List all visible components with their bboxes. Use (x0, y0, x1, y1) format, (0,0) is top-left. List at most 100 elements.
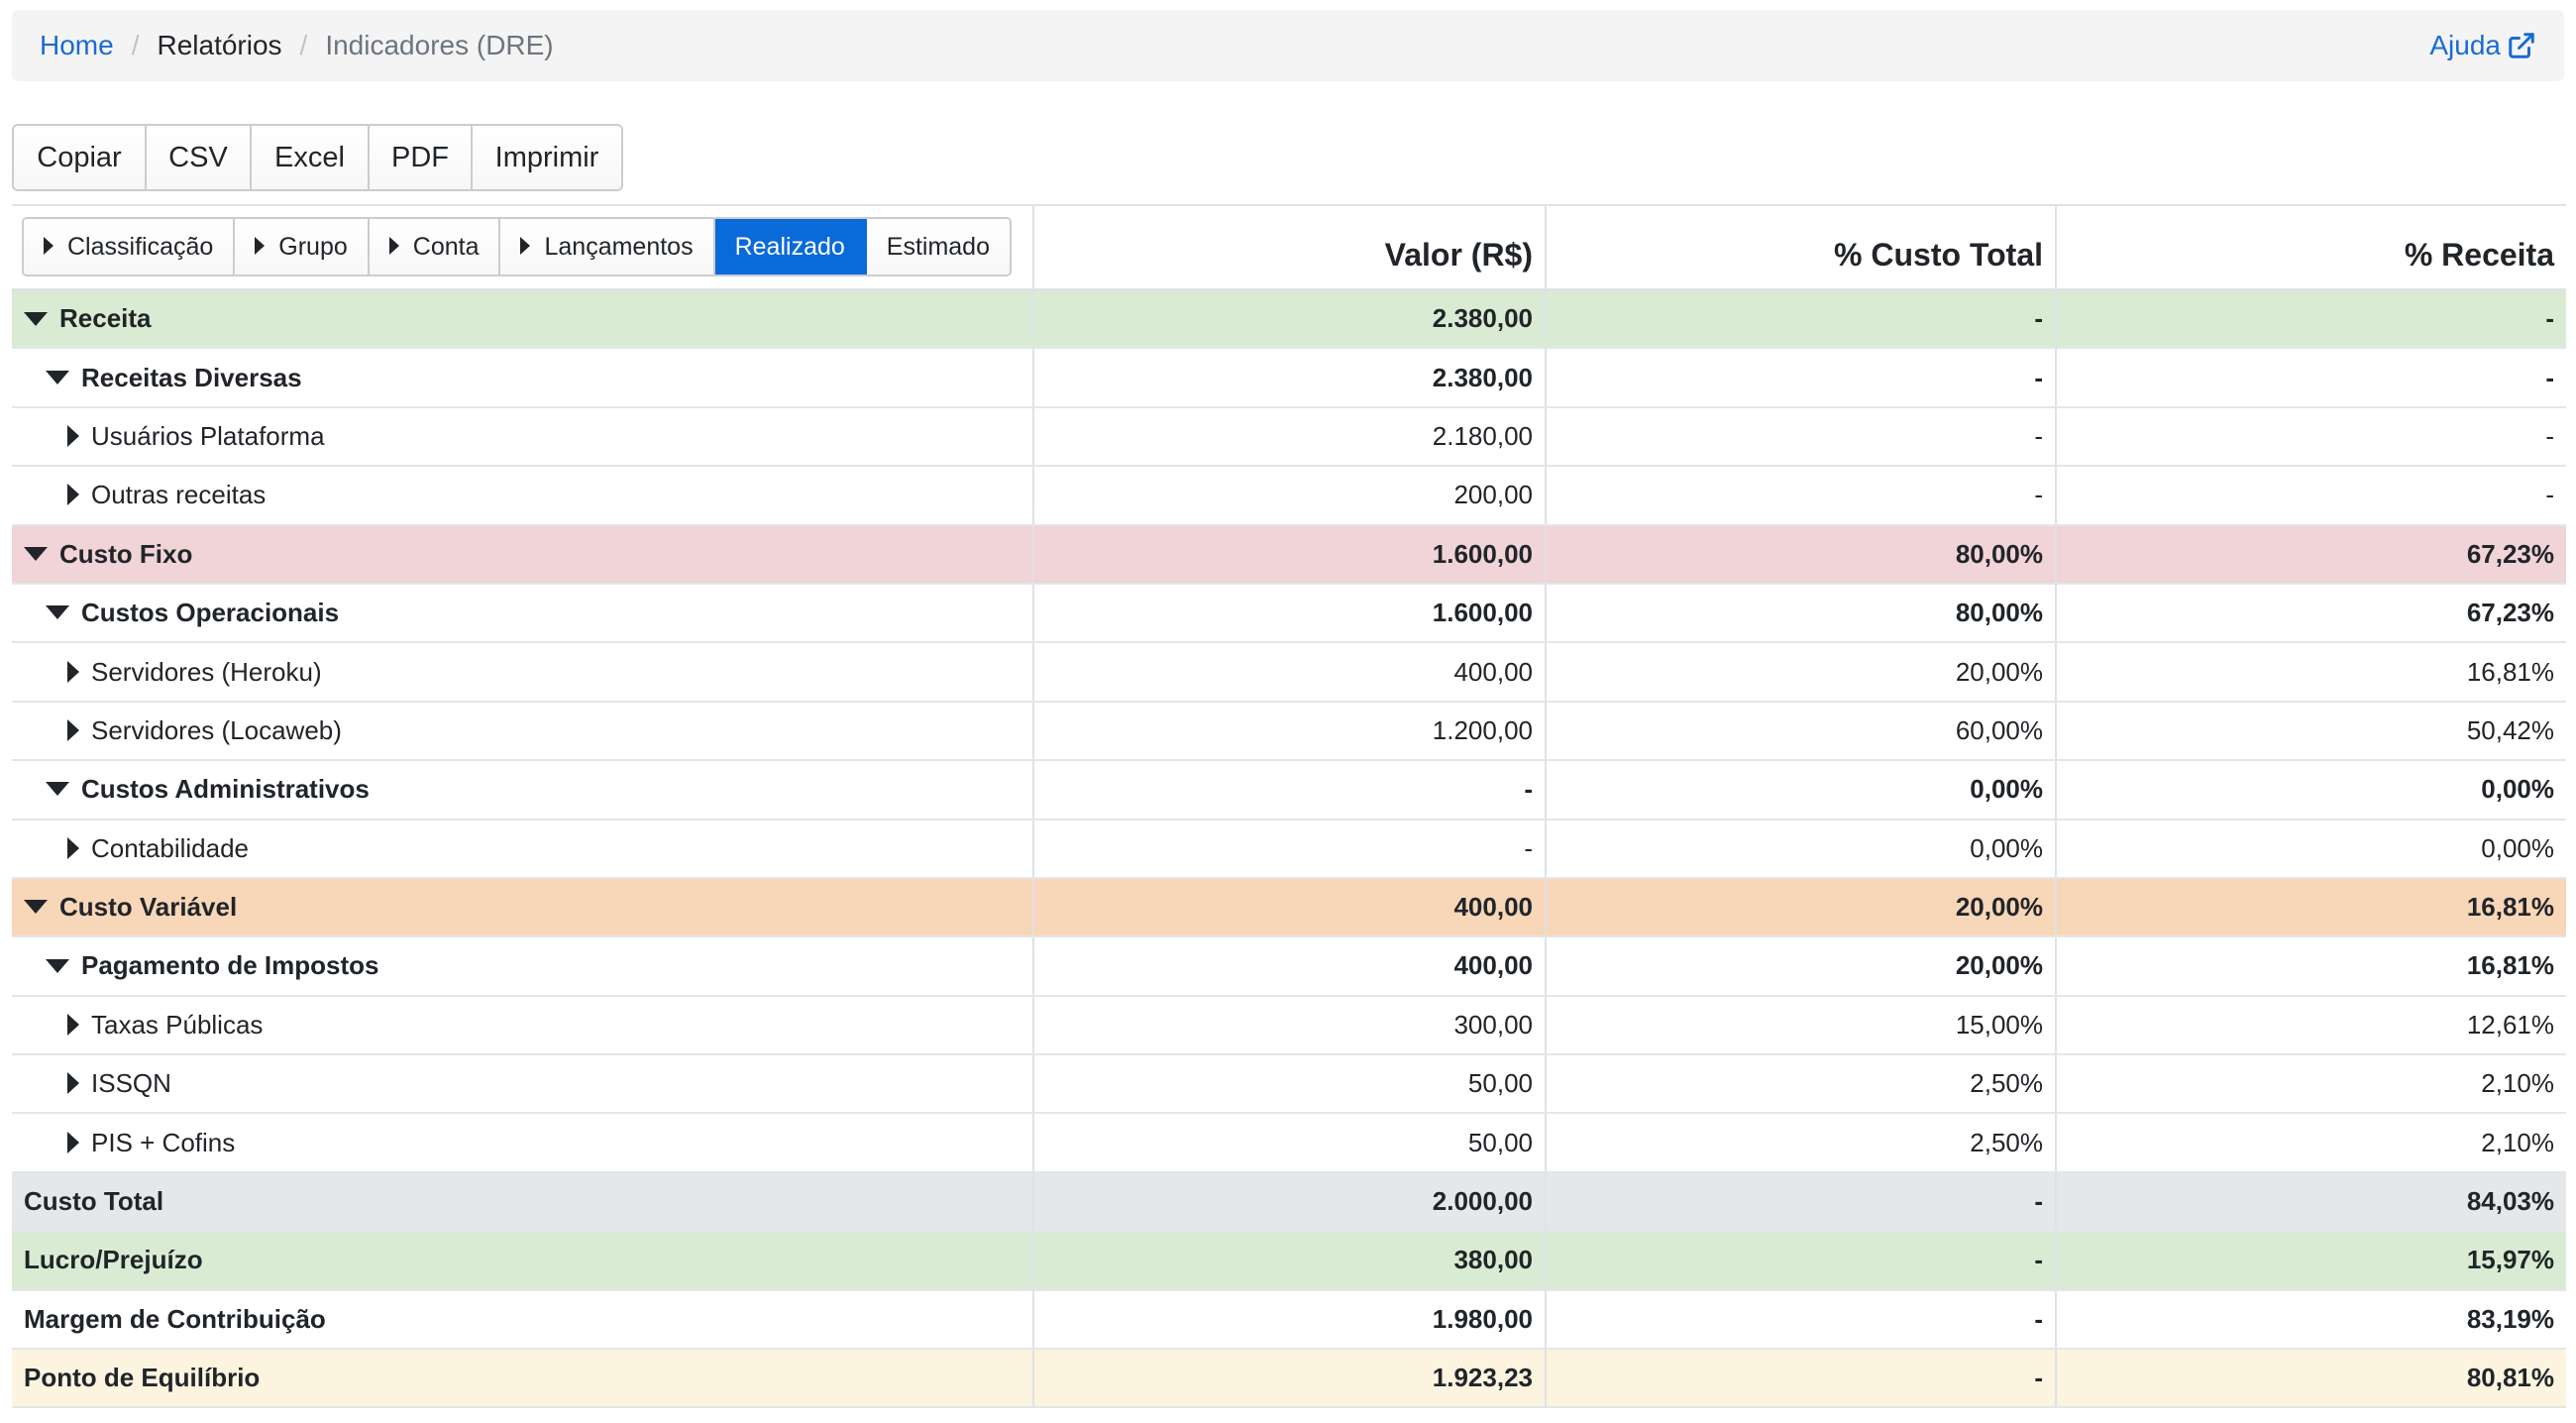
header-valor[interactable]: Valor (R$) (1033, 206, 1547, 291)
caret-right-icon[interactable] (67, 484, 79, 506)
print-button[interactable]: Imprimir (473, 126, 621, 189)
cell-custo-total: 20,00% (1546, 642, 2057, 703)
caret-down-icon[interactable] (24, 311, 48, 326)
cell-custo-total: - (1546, 289, 2057, 350)
external-link-icon (2509, 33, 2534, 58)
cell-custo-total: 2,50% (1546, 1054, 2057, 1115)
level-button-grupo[interactable]: Grupo (235, 219, 370, 275)
cell-valor: 50,00 (1033, 1054, 1547, 1115)
table-body: Receita 2.380,00- - Receitas Diversas 2.380,… (12, 289, 2566, 1409)
row-label: ISSQN (91, 1068, 171, 1099)
cell-valor: 400,00 (1033, 877, 1547, 938)
caret-down-icon[interactable] (24, 900, 48, 915)
row-label: Lucro/Prejuízo (24, 1245, 203, 1275)
table-row[interactable]: Custos Administrativos -0,00% 0,00% (12, 760, 2566, 821)
row-label-cell[interactable]: Custo Fixo (12, 524, 1034, 585)
cell-custo-total: - (1546, 466, 2057, 526)
row-label-cell[interactable]: Servidores (Heroku) (12, 642, 1034, 703)
row-label: Usuários Plataforma (91, 420, 325, 451)
caret-right-icon[interactable] (67, 660, 79, 683)
table-row[interactable]: Pagamento de Impostos 400,00 20,00% 16,81% (12, 936, 2566, 997)
table-row[interactable]: Receita 2.380,00- - (12, 289, 2566, 350)
excel-button[interactable]: Excel (252, 126, 370, 189)
cell-receita: 50,42% (2056, 701, 2566, 762)
row-label-cell[interactable]: Receitas Diversas (12, 348, 1034, 408)
row-label-cell[interactable]: Custo Variável (12, 877, 1034, 938)
level-button-realizado[interactable]: Realizado (714, 219, 867, 275)
csv-button[interactable]: CSV (147, 126, 252, 189)
caret-right-icon[interactable] (67, 1131, 79, 1153)
table-row[interactable]: Custo Fixo 1.600,00 80,00% 67,23% (12, 524, 2566, 585)
export-button-group: Copiar CSV Excel PDF Imprimir (12, 124, 623, 191)
row-label-cell[interactable]: Contabilidade (12, 819, 1034, 879)
table-row[interactable]: ISSQN 50,00 2,50% 2,10% (12, 1054, 2566, 1115)
cell-receita: 84,03% (2056, 1171, 2566, 1233)
level-button-label: Realizado (734, 232, 845, 261)
table-row[interactable]: PIS + Cofins 50,00 2,50% 2,10% (12, 1113, 2566, 1173)
row-label-cell[interactable]: Custos Administrativos (12, 760, 1034, 821)
cell-receita: 12,61% (2056, 995, 2566, 1056)
caret-down-icon[interactable] (46, 782, 69, 797)
level-button-estimado[interactable]: Estimado (866, 219, 1010, 275)
row-label: Ponto de Equilíbrio (24, 1363, 261, 1393)
caret-right-icon[interactable] (67, 719, 79, 742)
caret-down-icon[interactable] (24, 546, 48, 561)
level-button-label: Estimado (886, 232, 990, 261)
row-label: Outras receitas (91, 480, 267, 510)
cell-receita: - (2056, 289, 2566, 350)
row-label: Custos Operacionais (81, 598, 340, 628)
cell-valor: - (1033, 819, 1547, 879)
table-row[interactable]: Taxas Públicas 300,00 15,00% 12,61% (12, 995, 2566, 1056)
breadcrumb-home-link[interactable]: Home (40, 30, 114, 60)
caret-down-icon[interactable] (46, 370, 69, 384)
cell-valor: 1.600,00 (1033, 524, 1547, 585)
cell-custo-total: - (1546, 1231, 2057, 1291)
row-label: Receitas Diversas (81, 362, 302, 392)
cell-valor: 300,00 (1033, 995, 1547, 1056)
cell-valor: 2.180,00 (1033, 406, 1547, 468)
pdf-button[interactable]: PDF (370, 126, 473, 189)
table-row[interactable]: Custos Operacionais 1.600,00 80,00% 67,23% (12, 583, 2566, 644)
level-button-classificacao[interactable]: Classificação (24, 219, 236, 275)
row-label-cell[interactable]: Custos Operacionais (12, 583, 1034, 644)
table-row[interactable]: Contabilidade -0,00% 0,00% (12, 819, 2566, 879)
cell-valor: 2.380,00 (1033, 289, 1547, 350)
copy-button[interactable]: Copiar (14, 126, 147, 189)
row-label-cell[interactable]: PIS + Cofins (12, 1113, 1034, 1173)
level-toggle-cell: Classificação Grupo Conta Lançamentos Realiz… (12, 206, 1034, 291)
cell-receita: 0,00% (2056, 760, 2566, 821)
help-link[interactable]: Ajuda (2429, 30, 2536, 61)
cell-receita: 2,10% (2056, 1113, 2566, 1173)
caret-right-icon[interactable] (67, 425, 79, 448)
header-custo-total[interactable]: % Custo Total (1546, 206, 2057, 291)
breadcrumb-reports-link[interactable]: Relatórios (157, 30, 282, 60)
caret-down-icon[interactable] (46, 605, 69, 620)
row-label-cell[interactable]: Pagamento de Impostos (12, 936, 1034, 997)
caret-right-icon (44, 236, 54, 255)
caret-right-icon[interactable] (67, 1014, 79, 1036)
caret-right-icon[interactable] (67, 1072, 79, 1095)
cell-custo-total: 2,50% (1546, 1113, 2057, 1173)
table-row[interactable]: Servidores (Locaweb) 1.200,00 60,00% 50,42% (12, 701, 2566, 762)
row-label-cell[interactable]: Outras receitas (12, 466, 1034, 526)
row-label-cell[interactable]: Receita (12, 289, 1034, 350)
table-row[interactable]: Usuários Plataforma 2.180,00- - (12, 406, 2566, 468)
row-label-cell[interactable]: Taxas Públicas (12, 995, 1034, 1056)
table-row[interactable]: Servidores (Heroku) 400,00 20,00% 16,81% (12, 642, 2566, 703)
table-row[interactable]: Receitas Diversas 2.380,00- - (12, 348, 2566, 408)
level-button-conta[interactable]: Conta (369, 219, 501, 275)
cell-receita: 15,97% (2056, 1231, 2566, 1291)
row-label: Servidores (Locaweb) (91, 714, 342, 745)
row-label-cell[interactable]: ISSQN (12, 1054, 1034, 1115)
level-button-lancamentos[interactable]: Lançamentos (500, 219, 715, 275)
table-row[interactable]: Outras receitas 200,00- - (12, 466, 2566, 526)
row-label-cell[interactable]: Servidores (Locaweb) (12, 701, 1034, 762)
cell-receita: 16,81% (2056, 936, 2566, 997)
row-label-cell[interactable]: Usuários Plataforma (12, 406, 1034, 468)
cell-receita: 16,81% (2056, 877, 2566, 938)
cell-receita: 67,23% (2056, 524, 2566, 585)
caret-down-icon[interactable] (46, 958, 69, 973)
table-row[interactable]: Custo Variável 400,00 20,00% 16,81% (12, 877, 2566, 938)
header-receita[interactable]: % Receita (2056, 206, 2566, 291)
caret-right-icon[interactable] (67, 836, 79, 859)
